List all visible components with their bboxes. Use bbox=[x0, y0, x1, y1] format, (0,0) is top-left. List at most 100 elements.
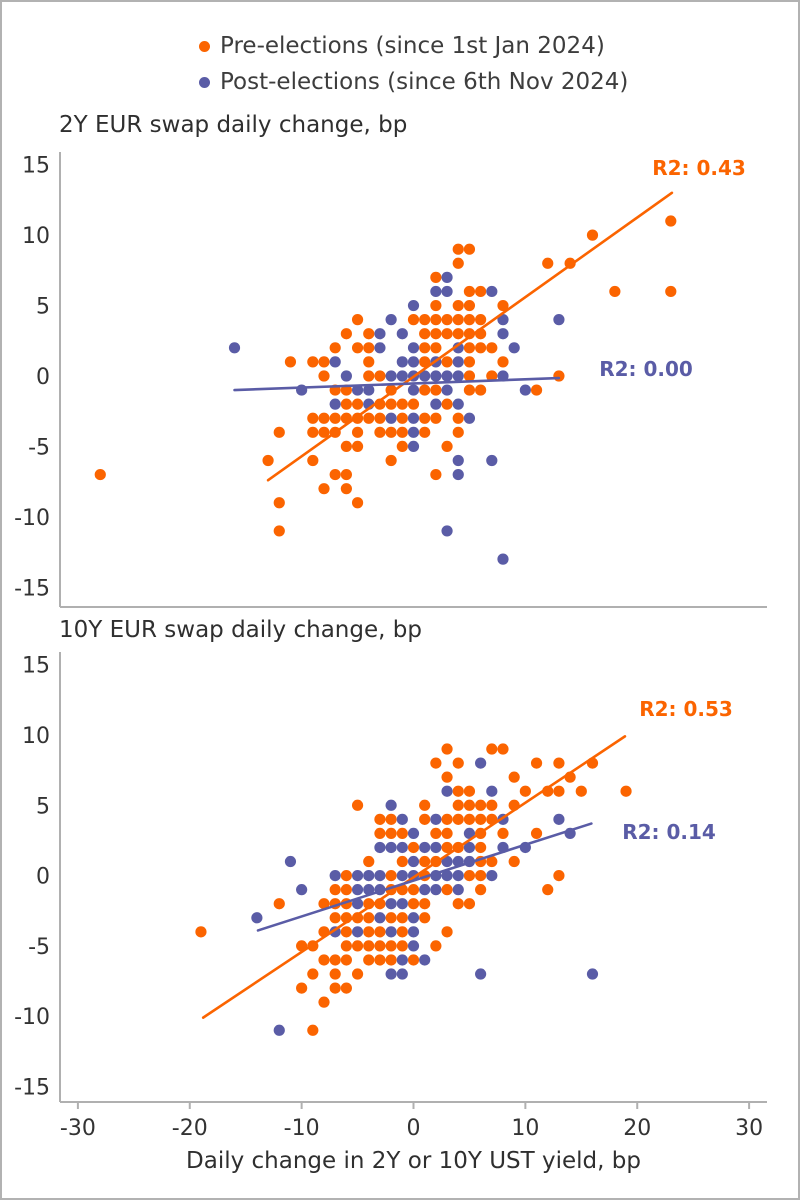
y-tick-label: -10 bbox=[14, 1005, 50, 1030]
scatter-dot bbox=[363, 412, 375, 424]
scatter-dot bbox=[407, 384, 420, 396]
scatter-dot bbox=[519, 384, 531, 396]
scatter-dot bbox=[475, 757, 487, 769]
scatter-dot bbox=[452, 314, 464, 326]
scatter-dot bbox=[318, 370, 330, 382]
scatter-dot bbox=[385, 869, 397, 882]
scatter-dot bbox=[486, 342, 498, 354]
scatter-dot bbox=[396, 855, 408, 868]
scatter-dot bbox=[486, 799, 498, 811]
scatter-dot bbox=[419, 855, 431, 868]
scatter-dot bbox=[553, 869, 565, 882]
legend: Pre-elections (since 1st Jan 2024) Post-… bbox=[199, 28, 628, 100]
scatter-dot bbox=[363, 328, 375, 340]
scatter-dot bbox=[553, 314, 565, 326]
scatter-dot bbox=[430, 884, 442, 896]
scatter-dot bbox=[407, 440, 420, 453]
scatter-dot bbox=[307, 454, 319, 467]
scatter-dot bbox=[385, 912, 397, 924]
scatter-dot bbox=[407, 954, 420, 966]
scatter-dot bbox=[475, 342, 487, 354]
scatter-dot bbox=[407, 827, 420, 840]
scatter-dot bbox=[452, 257, 464, 269]
scatter-dot bbox=[329, 912, 341, 924]
scatter-dot bbox=[307, 356, 319, 368]
scatter-dot bbox=[441, 827, 453, 840]
scatter-dot bbox=[441, 356, 453, 368]
scatter-dot bbox=[452, 468, 464, 481]
scatter-dot bbox=[419, 384, 431, 396]
scatter-dot bbox=[463, 356, 476, 368]
scatter-dot bbox=[441, 370, 453, 382]
scatter-dot bbox=[396, 841, 408, 854]
scatter-dot bbox=[273, 1024, 285, 1036]
scatter-dot bbox=[318, 954, 330, 966]
scatter-dot bbox=[586, 229, 599, 241]
scatter-dot bbox=[307, 968, 319, 980]
scatter-dot bbox=[486, 285, 498, 298]
legend-label-pre-elections: Pre-elections (since 1st Jan 2024) bbox=[220, 33, 605, 59]
scatter-dot bbox=[374, 370, 386, 382]
scatter-dot bbox=[452, 785, 464, 797]
scatter-dot bbox=[251, 912, 263, 924]
scatter-dot bbox=[430, 271, 442, 283]
scatter-dot bbox=[407, 426, 420, 438]
r2-value-2y-post-elections: R2: 0.00 bbox=[599, 357, 693, 381]
scatter-dot bbox=[463, 898, 476, 910]
scatter-dot bbox=[430, 342, 442, 354]
scatter-dot bbox=[351, 440, 364, 453]
scatter-dot bbox=[318, 898, 330, 910]
scatter-dot bbox=[396, 412, 408, 424]
scatter-dot bbox=[452, 243, 464, 255]
scatter-dot bbox=[665, 285, 677, 298]
scatter-dot bbox=[273, 426, 285, 438]
scatter-dot bbox=[385, 799, 397, 811]
scatter-dot bbox=[396, 426, 408, 438]
legend-item-post-elections: Post-elections (since 6th Nov 2024) bbox=[199, 64, 628, 100]
scatter-dot bbox=[553, 813, 565, 825]
scatter-dot bbox=[441, 271, 453, 283]
scatter-dot bbox=[497, 553, 509, 565]
scatter-dot bbox=[497, 827, 509, 840]
scatter-dot bbox=[329, 869, 341, 882]
scatter-dot bbox=[385, 968, 397, 980]
y-tick-label: 0 bbox=[36, 365, 50, 390]
scatter-dot bbox=[307, 426, 319, 438]
scatter-dot bbox=[374, 412, 386, 424]
scatter-dot bbox=[430, 468, 442, 481]
scatter-dot bbox=[396, 813, 408, 825]
scatter-dot bbox=[553, 785, 565, 797]
scatter-dot bbox=[407, 356, 420, 368]
scatter-dot bbox=[463, 370, 476, 382]
scatter-dot bbox=[363, 912, 375, 924]
scatter-dot bbox=[430, 940, 442, 952]
scatter-dot bbox=[475, 869, 487, 882]
scatter-dot bbox=[374, 869, 386, 882]
scatter-dot bbox=[374, 827, 386, 840]
scatter-dot bbox=[94, 468, 106, 481]
y-tick-label: 15 bbox=[22, 654, 50, 679]
pre-elections-dot-icon bbox=[199, 40, 210, 52]
scatter-dot bbox=[396, 926, 408, 938]
scatter-dot bbox=[296, 982, 308, 994]
scatter-dot bbox=[363, 940, 375, 952]
scatter-dot bbox=[385, 384, 397, 396]
scatter-dot bbox=[575, 785, 587, 797]
scatter-dot bbox=[351, 898, 364, 910]
scatter-dot bbox=[385, 827, 397, 840]
x-tick-label: -10 bbox=[284, 1116, 320, 1141]
scatter-dot bbox=[475, 285, 487, 298]
scatter-dot bbox=[430, 757, 442, 769]
scatter-dot bbox=[486, 855, 498, 868]
scatter-dot bbox=[441, 926, 453, 938]
trend-line bbox=[266, 191, 674, 482]
scatter-dot bbox=[396, 328, 408, 340]
scatter-dot bbox=[508, 855, 520, 868]
scatter-dot bbox=[396, 827, 408, 840]
scatter-dot bbox=[419, 342, 431, 354]
scatter-dot bbox=[475, 813, 487, 825]
r2-value-2y-pre-elections: R2: 0.43 bbox=[652, 156, 746, 180]
scatter-dot bbox=[497, 743, 509, 755]
scatter-dot bbox=[441, 785, 453, 797]
scatter-dot bbox=[396, 912, 408, 924]
